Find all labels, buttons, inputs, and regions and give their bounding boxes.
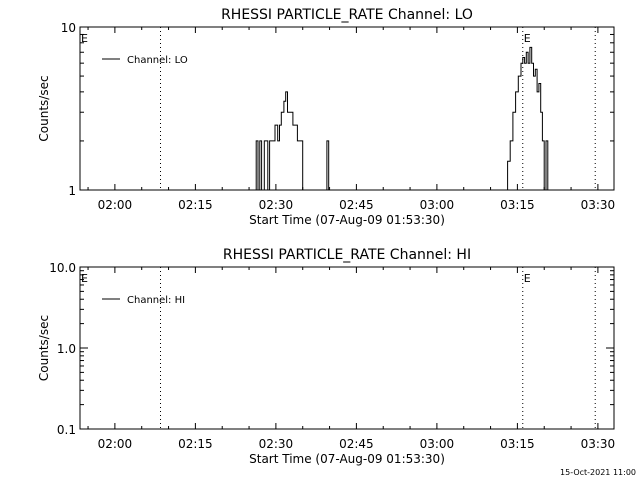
chart-0-x-tick-label-5: 03:15 — [500, 198, 535, 212]
chart-1-event-label-2: E — [524, 272, 531, 285]
chart-1-y-tick-label-1: 1.0 — [57, 342, 76, 356]
chart-0-legend-label-0: Channel: LO — [127, 55, 188, 66]
chart-1-y-tick-label-2: 10.0 — [49, 261, 76, 275]
chart-0-series-line-0 — [254, 46, 549, 191]
chart-1-y-axis-label: Counts/sec — [37, 315, 51, 381]
chart-0-y-tick-label-0: 1 — [68, 184, 76, 198]
chart-1-x-tick-label-4: 03:00 — [420, 437, 455, 451]
chart-0-x-tick-label-1: 02:15 — [178, 198, 213, 212]
panel-hi: RHESSI PARTICLE_RATE Channel: HI 02:00 02:… — [37, 247, 615, 466]
chart-0-x-tick-label-6: 03:30 — [581, 198, 616, 212]
chart-0-event-label-2: E — [524, 32, 531, 45]
chart-0-x-tick-label-2: 02:30 — [259, 198, 294, 212]
footer-timestamp: 15-Oct-2021 11:00 — [560, 468, 636, 477]
chart-1-title: RHESSI PARTICLE_RATE Channel: HI — [223, 247, 471, 263]
chart-0-x-tick-label-0: 02:00 — [98, 198, 133, 212]
chart-0-title: RHESSI PARTICLE_RATE Channel: LO — [221, 7, 473, 23]
chart-1-y-tick-label-0: 0.1 — [57, 423, 76, 437]
chart-0-event-label-0: E — [81, 32, 88, 45]
chart-1-x-tick-label-5: 03:15 — [500, 437, 535, 451]
panel-lo: RHESSI PARTICLE_RATE Channel: LO 02:00 02:… — [37, 7, 615, 227]
chart-1-x-tick-label-0: 02:00 — [98, 437, 133, 451]
chart-0-x-tick-label-3: 02:45 — [339, 198, 374, 212]
chart-1-event-label-0: E — [81, 272, 88, 285]
chart-1-x-axis-label: Start Time (07-Aug-09 01:53:30) — [249, 452, 445, 466]
chart-0-y-axis-label: Counts/sec — [37, 75, 51, 141]
chart-1-x-tick-label-3: 02:45 — [339, 437, 374, 451]
chart-1-legend-label-0: Channel: HI — [127, 295, 185, 306]
chart-1-x-tick-label-1: 02:15 — [178, 437, 213, 451]
chart-0-y-tick-label-1: 10 — [61, 21, 76, 35]
chart-1-x-tick-label-6: 03:30 — [581, 437, 616, 451]
chart-0-x-tick-label-4: 03:00 — [420, 198, 455, 212]
chart-1-x-tick-label-2: 02:30 — [259, 437, 294, 451]
chart-0-x-axis-label: Start Time (07-Aug-09 01:53:30) — [249, 213, 445, 227]
